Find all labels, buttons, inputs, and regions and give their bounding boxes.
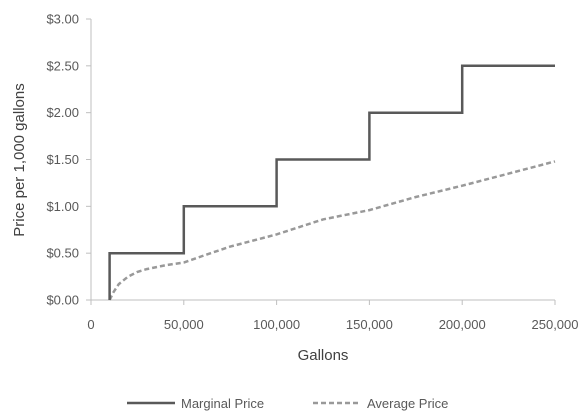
x-tick-label: 150,000 [346,317,393,332]
average-price-line [108,160,556,301]
legend: Marginal Price Average Price [127,396,448,411]
y-tick-label: $3.00 [46,12,79,27]
y-axis-title: Price per 1,000 gallons [11,83,28,236]
x-axis-title: Gallons [298,347,349,364]
x-tick-label: 100,000 [253,317,300,332]
y-tick-label: $0.00 [46,293,79,308]
y-tick-label: $2.50 [46,58,79,73]
y-tick-label: $0.50 [46,246,79,261]
legend-label: Marginal Price [181,396,264,411]
x-tick-label: 200,000 [439,317,486,332]
y-tick-labels: $0.00 $0.50 $1.00 $1.50 $2.00 $2.50 $3.00 [46,12,91,308]
x-tick-label: 50,000 [164,317,204,332]
y-tick-label: $1.00 [46,199,79,214]
x-tick-label: 250,000 [532,317,579,332]
series-lines [108,64,556,301]
legend-label: Average Price [367,396,448,411]
y-tick-label: $2.00 [46,105,79,120]
y-tick-label: $1.50 [46,152,79,167]
marginal-price-line [108,64,555,300]
x-tick-labels: 0 50,000 100,000 150,000 200,000 250,000 [87,300,579,332]
x-tick-label: 0 [87,317,94,332]
